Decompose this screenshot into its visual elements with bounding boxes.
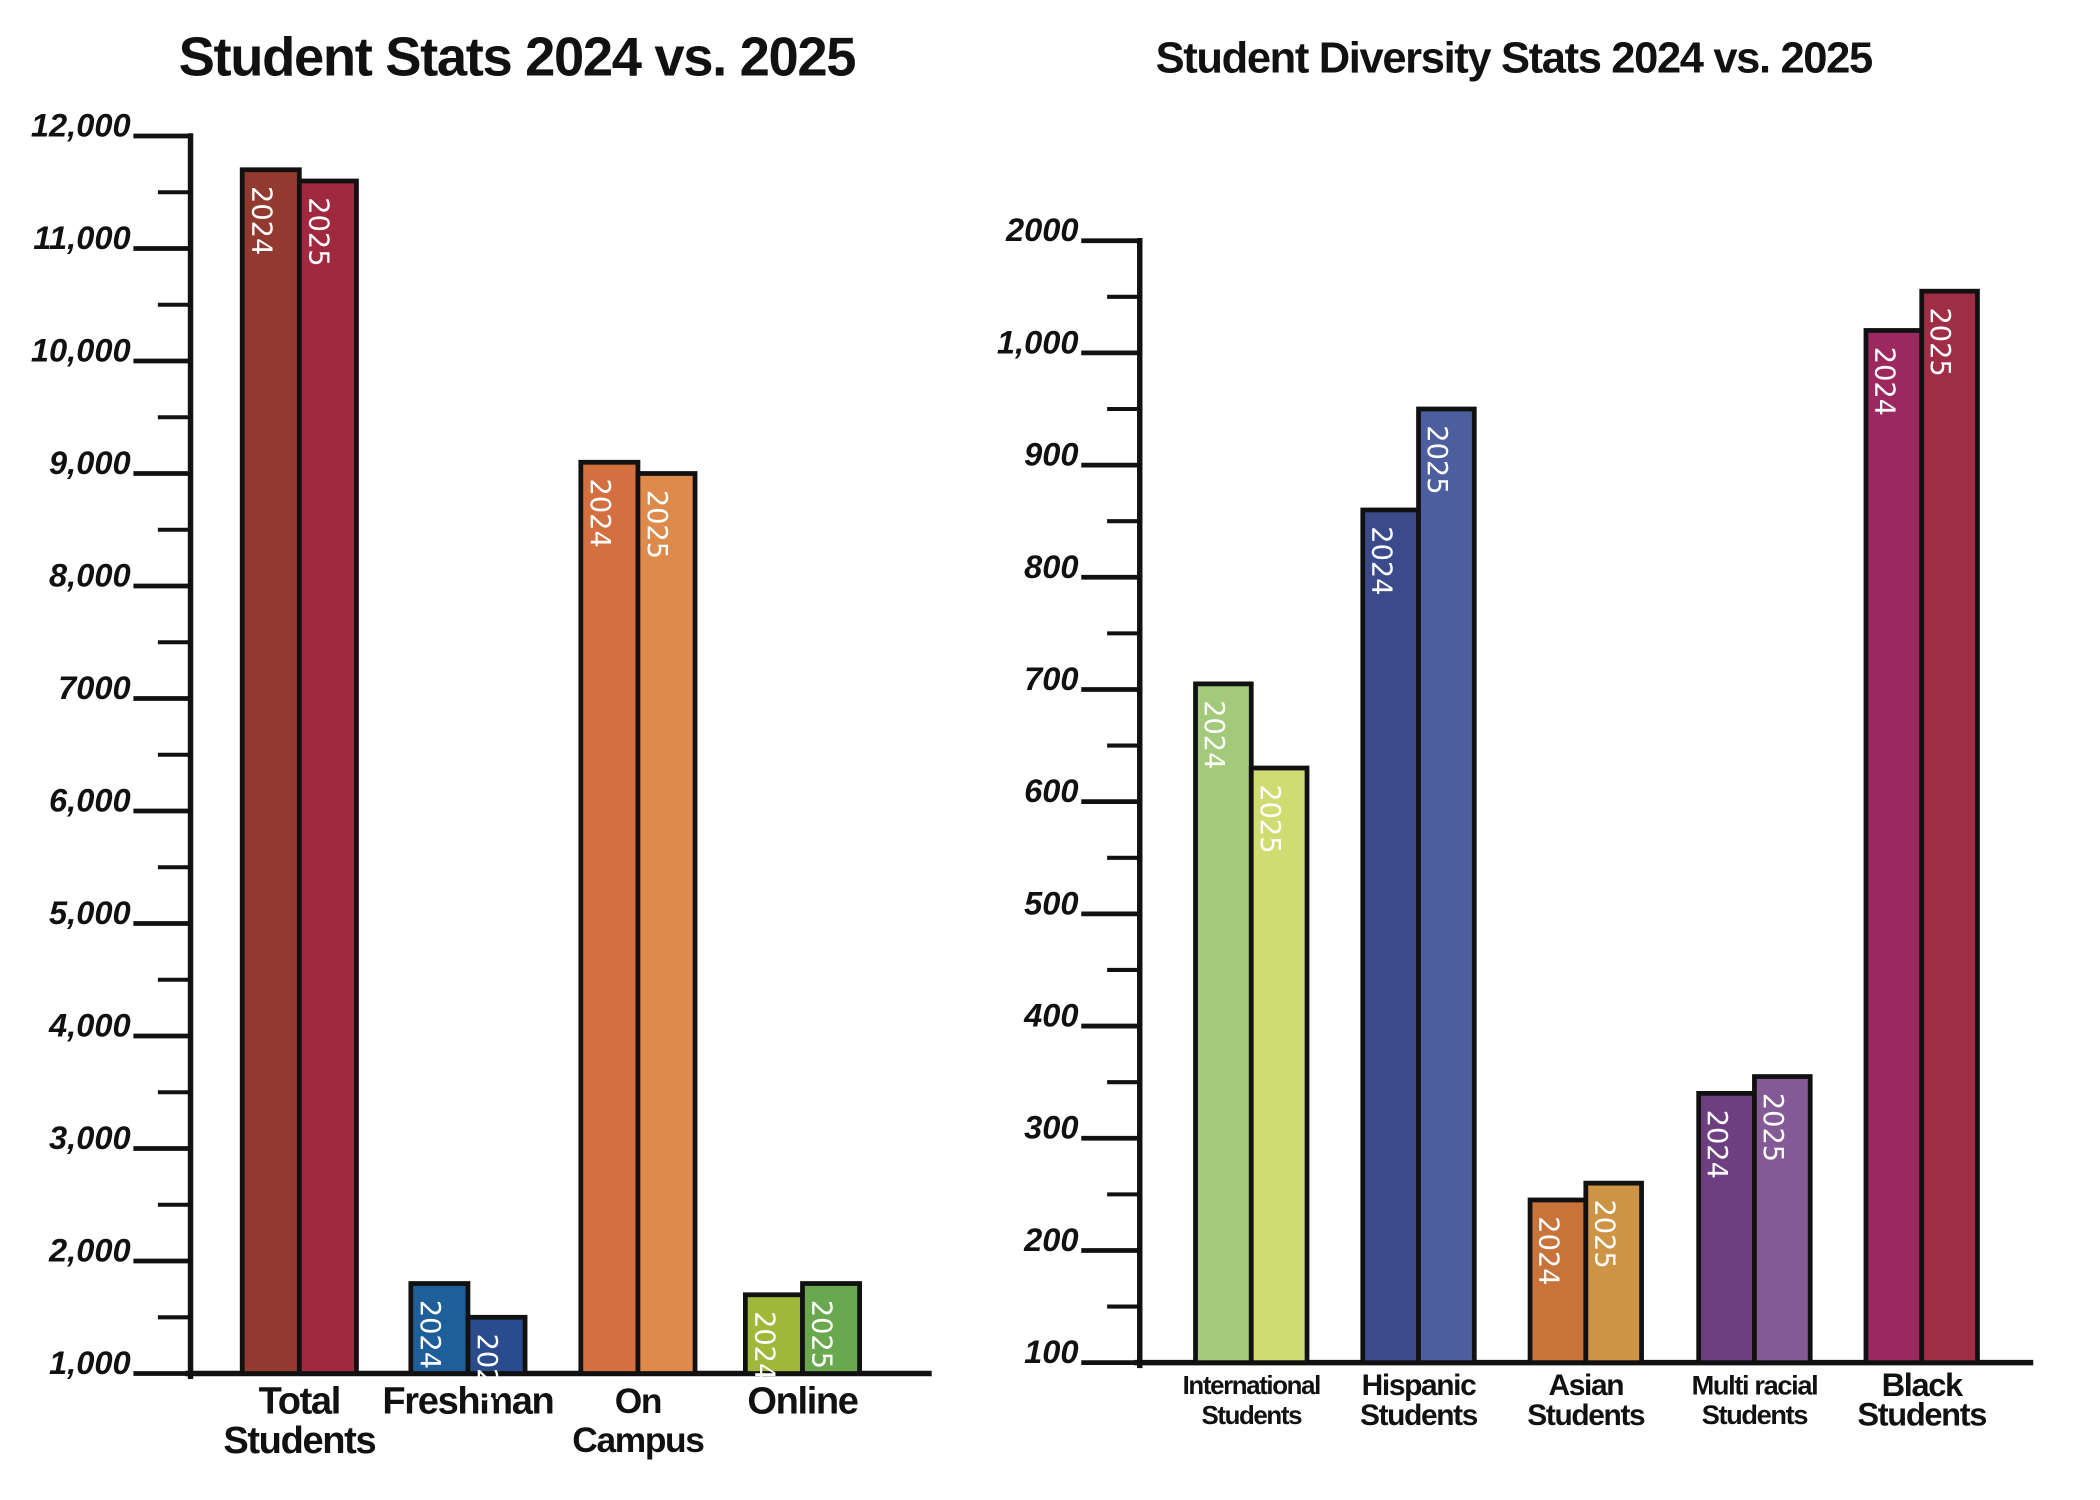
x-tick-label: International [1183,1372,1320,1400]
y-tick-label: 1,000 [997,323,1079,360]
y-tick-label: 7000 [58,669,131,706]
bar-series-label: 2024 [1701,1110,1732,1179]
bar-series-label: 2025 [1421,425,1452,494]
bar [1360,507,1421,1366]
y-tick-label: 600 [1024,772,1078,809]
x-tick-label: Students [1527,1399,1645,1432]
y-tick-label: 400 [1023,997,1078,1034]
x-tick-label: Students [1201,1402,1302,1430]
x-tick-label: Students [1360,1399,1478,1432]
bar [1919,288,1980,1366]
bar [578,459,641,1376]
y-tick-label: 200 [1023,1221,1078,1258]
y-tick-label: 6,000 [49,781,131,818]
bar-series-label: 2025 [1757,1093,1788,1162]
bar-series-label: 2025 [1924,308,1955,377]
bar-series-label: 2024 [414,1300,445,1369]
y-tick-label: 12,000 [31,106,131,143]
x-tick-label: Campus [572,1421,704,1460]
bar [465,1314,528,1376]
x-tick-label: On [615,1382,661,1421]
bar-series-label: 2025 [806,1300,837,1369]
bar-series-label: 2024 [1868,347,1899,416]
bar-series-label: 2024 [1365,526,1396,595]
y-tick-label: 3,000 [49,1119,131,1156]
y-tick-label: 800 [1024,548,1078,585]
x-tick-label: Total [259,1381,340,1423]
y-tick-label: 1,000 [49,1344,131,1381]
bar [1863,328,1925,1366]
bar [635,471,698,1376]
bar [1752,1074,1813,1366]
y-tick-label: 10,000 [31,331,131,368]
x-tick-label: Black [1882,1366,1964,1403]
bar-series-label: 2025 [302,197,333,266]
x-tick-label: Students [223,1420,375,1462]
chart-title: Student Diversity Stats 2024 vs. 2025 [1156,35,1872,83]
bar [1696,1091,1757,1366]
bar [239,167,302,1376]
bar [296,178,359,1376]
bar-series-label: 2025 [641,490,672,559]
x-tick-label: Online [747,1381,857,1423]
y-tick-label: 4,000 [48,1006,131,1043]
x-tick-label: Freshman [382,1381,553,1423]
y-tick-label: 9,000 [49,444,131,481]
x-tick-label: Hispanic [1362,1369,1476,1402]
x-tick-label: Multi racial [1692,1369,1818,1400]
bar [800,1281,862,1376]
bar [1583,1180,1644,1366]
y-tick-label: 8,000 [49,556,131,593]
y-tick-label: 2,000 [48,1231,131,1268]
x-tick-label: Students [1702,1399,1808,1430]
bar-series-label: 2025 [1588,1199,1619,1268]
y-tick-label: 100 [1024,1333,1078,1370]
bar [1416,406,1477,1366]
y-tick-label: 500 [1024,884,1078,921]
bar-series-label: 2024 [1198,700,1229,769]
bar [1248,765,1310,1366]
y-tick-label: 700 [1024,660,1078,697]
x-tick-label: Students [1857,1396,1986,1433]
y-tick-label: 2000 [1005,211,1079,248]
chart: Student Stats 2024 vs. 2025 1,000 2,000 3,0… [31,27,932,1462]
y-tick-label: 900 [1024,436,1078,473]
x-tick-label: Asian [1548,1369,1623,1402]
chart: Student Diversity Stats 2024 vs. 2025 100… [997,35,2034,1433]
y-tick-label: 300 [1024,1109,1078,1146]
bar-series-label: 2024 [1533,1216,1564,1285]
y-tick-label: 11,000 [33,219,130,256]
bar-series-label: 2024 [584,479,615,548]
bar-series-label: 2024 [749,1311,780,1380]
y-tick-label: 5,000 [49,894,131,931]
bar-series-label: 2025 [471,1334,502,1403]
bar-series-label: 2024 [245,186,276,255]
chart-title: Student Stats 2024 vs. 2025 [179,27,856,88]
bar [1193,681,1254,1366]
bar-series-label: 2025 [1254,784,1285,853]
